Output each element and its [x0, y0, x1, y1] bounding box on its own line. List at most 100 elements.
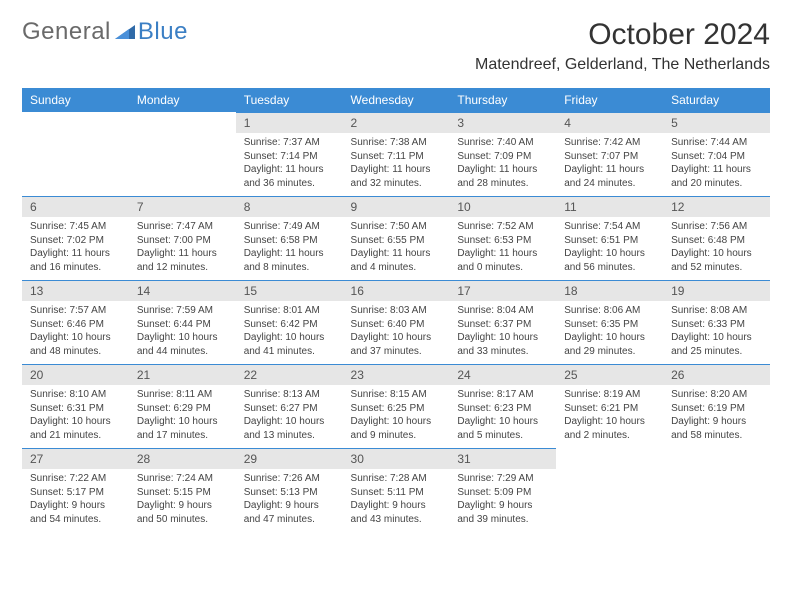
daylight-text: Daylight: 10 hours and 9 minutes.: [351, 415, 442, 442]
sunrise-text: Sunrise: 7:49 AM: [244, 220, 335, 234]
daylight-text: Daylight: 10 hours and 17 minutes.: [137, 415, 228, 442]
day-number: 20: [22, 364, 129, 385]
day-content: Sunrise: 8:04 AMSunset: 6:37 PMDaylight:…: [449, 301, 556, 364]
calendar-day-cell: 4Sunrise: 7:42 AMSunset: 7:07 PMDaylight…: [556, 112, 663, 196]
day-number: 13: [22, 280, 129, 301]
sunrise-text: Sunrise: 7:22 AM: [30, 472, 121, 486]
day-content: Sunrise: 7:42 AMSunset: 7:07 PMDaylight:…: [556, 133, 663, 196]
day-number: 3: [449, 112, 556, 133]
sunset-text: Sunset: 6:33 PM: [671, 318, 762, 332]
day-number: 8: [236, 196, 343, 217]
calendar-week-row: 27Sunrise: 7:22 AMSunset: 5:17 PMDayligh…: [22, 448, 770, 532]
daylight-text: Daylight: 9 hours and 47 minutes.: [244, 499, 335, 526]
daylight-text: Daylight: 10 hours and 52 minutes.: [671, 247, 762, 274]
weekday-header: Wednesday: [343, 88, 450, 112]
sunset-text: Sunset: 6:35 PM: [564, 318, 655, 332]
day-number: 11: [556, 196, 663, 217]
sunset-text: Sunset: 6:42 PM: [244, 318, 335, 332]
day-number: 4: [556, 112, 663, 133]
daylight-text: Daylight: 10 hours and 21 minutes.: [30, 415, 121, 442]
day-number: 15: [236, 280, 343, 301]
day-number: 19: [663, 280, 770, 301]
sunset-text: Sunset: 7:07 PM: [564, 150, 655, 164]
daylight-text: Daylight: 10 hours and 13 minutes.: [244, 415, 335, 442]
day-content: Sunrise: 8:08 AMSunset: 6:33 PMDaylight:…: [663, 301, 770, 364]
sunrise-text: Sunrise: 7:44 AM: [671, 136, 762, 150]
calendar-body: 1Sunrise: 7:37 AMSunset: 7:14 PMDaylight…: [22, 112, 770, 532]
sunset-text: Sunset: 7:00 PM: [137, 234, 228, 248]
calendar-day-cell: 11Sunrise: 7:54 AMSunset: 6:51 PMDayligh…: [556, 196, 663, 280]
day-content: Sunrise: 7:49 AMSunset: 6:58 PMDaylight:…: [236, 217, 343, 280]
calendar-week-row: 6Sunrise: 7:45 AMSunset: 7:02 PMDaylight…: [22, 196, 770, 280]
month-title: October 2024: [475, 18, 770, 52]
day-number: 22: [236, 364, 343, 385]
calendar-day-cell: 31Sunrise: 7:29 AMSunset: 5:09 PMDayligh…: [449, 448, 556, 532]
daylight-text: Daylight: 10 hours and 33 minutes.: [457, 331, 548, 358]
day-content: Sunrise: 7:50 AMSunset: 6:55 PMDaylight:…: [343, 217, 450, 280]
sunrise-text: Sunrise: 8:19 AM: [564, 388, 655, 402]
daylight-text: Daylight: 10 hours and 56 minutes.: [564, 247, 655, 274]
sunrise-text: Sunrise: 8:08 AM: [671, 304, 762, 318]
calendar-day-cell: 22Sunrise: 8:13 AMSunset: 6:27 PMDayligh…: [236, 364, 343, 448]
sunrise-text: Sunrise: 7:29 AM: [457, 472, 548, 486]
day-number: 30: [343, 448, 450, 469]
day-content: Sunrise: 7:54 AMSunset: 6:51 PMDaylight:…: [556, 217, 663, 280]
calendar-day-cell: 3Sunrise: 7:40 AMSunset: 7:09 PMDaylight…: [449, 112, 556, 196]
day-number: 29: [236, 448, 343, 469]
day-number: 9: [343, 196, 450, 217]
day-content: Sunrise: 7:37 AMSunset: 7:14 PMDaylight:…: [236, 133, 343, 196]
calendar-day-cell: 10Sunrise: 7:52 AMSunset: 6:53 PMDayligh…: [449, 196, 556, 280]
sunset-text: Sunset: 5:15 PM: [137, 486, 228, 500]
sunset-text: Sunset: 6:44 PM: [137, 318, 228, 332]
calendar-day-cell: 14Sunrise: 7:59 AMSunset: 6:44 PMDayligh…: [129, 280, 236, 364]
day-content: Sunrise: 7:29 AMSunset: 5:09 PMDaylight:…: [449, 469, 556, 532]
daylight-text: Daylight: 11 hours and 0 minutes.: [457, 247, 548, 274]
daylight-text: Daylight: 10 hours and 41 minutes.: [244, 331, 335, 358]
calendar-day-cell: 28Sunrise: 7:24 AMSunset: 5:15 PMDayligh…: [129, 448, 236, 532]
calendar-day-cell: 2Sunrise: 7:38 AMSunset: 7:11 PMDaylight…: [343, 112, 450, 196]
calendar-day-cell: [663, 448, 770, 532]
daylight-text: Daylight: 9 hours and 50 minutes.: [137, 499, 228, 526]
sunrise-text: Sunrise: 8:03 AM: [351, 304, 442, 318]
sunrise-text: Sunrise: 7:54 AM: [564, 220, 655, 234]
day-number: 12: [663, 196, 770, 217]
calendar-day-cell: 17Sunrise: 8:04 AMSunset: 6:37 PMDayligh…: [449, 280, 556, 364]
day-number: 16: [343, 280, 450, 301]
day-number: 31: [449, 448, 556, 469]
sunrise-text: Sunrise: 8:20 AM: [671, 388, 762, 402]
logo-text-blue: Blue: [138, 18, 188, 46]
calendar-day-cell: 25Sunrise: 8:19 AMSunset: 6:21 PMDayligh…: [556, 364, 663, 448]
day-number: 28: [129, 448, 236, 469]
header-row: General Blue October 2024 Matendreef, Ge…: [22, 18, 770, 74]
day-number: 24: [449, 364, 556, 385]
daylight-text: Daylight: 11 hours and 8 minutes.: [244, 247, 335, 274]
sunrise-text: Sunrise: 8:17 AM: [457, 388, 548, 402]
weekday-header: Thursday: [449, 88, 556, 112]
calendar-day-cell: 13Sunrise: 7:57 AMSunset: 6:46 PMDayligh…: [22, 280, 129, 364]
sunset-text: Sunset: 6:51 PM: [564, 234, 655, 248]
day-number: 1: [236, 112, 343, 133]
calendar-day-cell: 27Sunrise: 7:22 AMSunset: 5:17 PMDayligh…: [22, 448, 129, 532]
day-content: Sunrise: 7:52 AMSunset: 6:53 PMDaylight:…: [449, 217, 556, 280]
sunrise-text: Sunrise: 7:56 AM: [671, 220, 762, 234]
daylight-text: Daylight: 11 hours and 28 minutes.: [457, 163, 548, 190]
calendar-day-cell: 15Sunrise: 8:01 AMSunset: 6:42 PMDayligh…: [236, 280, 343, 364]
sunset-text: Sunset: 7:14 PM: [244, 150, 335, 164]
weekday-header: Friday: [556, 88, 663, 112]
location-text: Matendreef, Gelderland, The Netherlands: [475, 56, 770, 74]
calendar-day-cell: 19Sunrise: 8:08 AMSunset: 6:33 PMDayligh…: [663, 280, 770, 364]
sunrise-text: Sunrise: 7:26 AM: [244, 472, 335, 486]
daylight-text: Daylight: 11 hours and 32 minutes.: [351, 163, 442, 190]
sunset-text: Sunset: 6:21 PM: [564, 402, 655, 416]
day-number: 26: [663, 364, 770, 385]
sunset-text: Sunset: 6:31 PM: [30, 402, 121, 416]
calendar-day-cell: 12Sunrise: 7:56 AMSunset: 6:48 PMDayligh…: [663, 196, 770, 280]
day-content: Sunrise: 8:19 AMSunset: 6:21 PMDaylight:…: [556, 385, 663, 448]
daylight-text: Daylight: 9 hours and 58 minutes.: [671, 415, 762, 442]
day-number: 5: [663, 112, 770, 133]
sunset-text: Sunset: 6:29 PM: [137, 402, 228, 416]
sunrise-text: Sunrise: 7:50 AM: [351, 220, 442, 234]
weekday-header-row: SundayMondayTuesdayWednesdayThursdayFrid…: [22, 88, 770, 112]
day-content: Sunrise: 7:44 AMSunset: 7:04 PMDaylight:…: [663, 133, 770, 196]
day-content: Sunrise: 8:15 AMSunset: 6:25 PMDaylight:…: [343, 385, 450, 448]
